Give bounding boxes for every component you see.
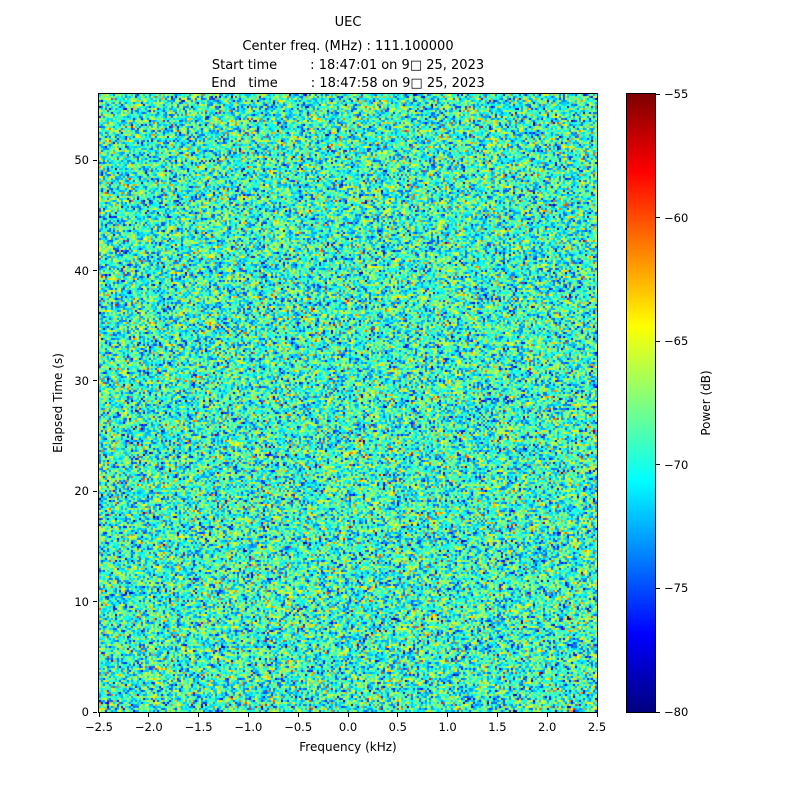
x-tick-mark [397,713,399,717]
x-tick-label: 2.0 [538,720,557,734]
colorbar-tick-mark [656,217,660,219]
y-tick-mark [93,601,97,603]
x-axis-label: Frequency (kHz) [299,740,397,754]
y-tick-mark [93,711,97,713]
x-tick-label: −0.5 [284,720,313,734]
y-tick-mark [93,159,97,161]
x-tick-mark [347,713,349,717]
x-tick-label: −1.0 [234,720,263,734]
start-time-line: Start time : 18:47:01 on 9□ 25, 2023 [211,58,485,73]
y-tick-mark [93,380,97,382]
y-tick-label: 50 [74,153,89,168]
colorbar-tick-label: −65 [664,334,689,349]
x-tick-mark [546,713,548,717]
x-tick-mark [198,713,200,717]
y-tick-label: 40 [74,263,89,278]
center-frequency-line: Center freq. (MHz) : 111.100000 [242,39,454,54]
x-tick-label: −2.5 [85,720,113,734]
x-tick-label: 2.5 [587,720,607,734]
spectrogram-heatmap [98,93,598,713]
colorbar [626,93,656,713]
colorbar-tick-label: −55 [664,87,689,101]
y-tick-mark [93,270,97,272]
x-tick-mark [247,713,249,717]
x-tick-label: −2.0 [134,720,163,734]
x-tick-label: 1.5 [488,720,507,734]
x-tick-label: −1.5 [184,720,213,734]
colorbar-label: Power (dB) [699,370,713,436]
x-tick-mark [148,713,150,717]
y-tick-mark [93,490,97,492]
colorbar-tick-mark [656,464,660,466]
x-tick-label: 0.0 [338,720,358,734]
x-tick-label: 0.5 [388,720,407,734]
y-tick-label: 0 [81,705,89,719]
y-tick-label: 30 [74,373,89,388]
x-tick-mark [496,713,498,717]
end-time-line: End time : 18:47:58 on 9□ 25, 2023 [211,76,485,91]
x-tick-label: 1.0 [438,720,457,734]
x-tick-mark [596,713,598,717]
colorbar-tick-label: −75 [664,581,689,596]
x-tick-mark [98,713,100,717]
y-tick-label: 20 [74,484,89,499]
plot-title: UEC [334,15,362,30]
y-axis-label: Elapsed Time (s) [51,353,65,453]
colorbar-tick-mark [656,340,660,342]
colorbar-tick-label: −80 [664,705,689,719]
x-tick-mark [297,713,299,717]
colorbar-tick-label: −70 [664,457,689,472]
x-tick-mark [447,713,449,717]
colorbar-tick-mark [656,93,660,95]
colorbar-tick-label: −60 [664,210,689,225]
colorbar-tick-mark [656,587,660,589]
y-tick-label: 10 [74,594,89,609]
colorbar-tick-mark [656,711,660,713]
